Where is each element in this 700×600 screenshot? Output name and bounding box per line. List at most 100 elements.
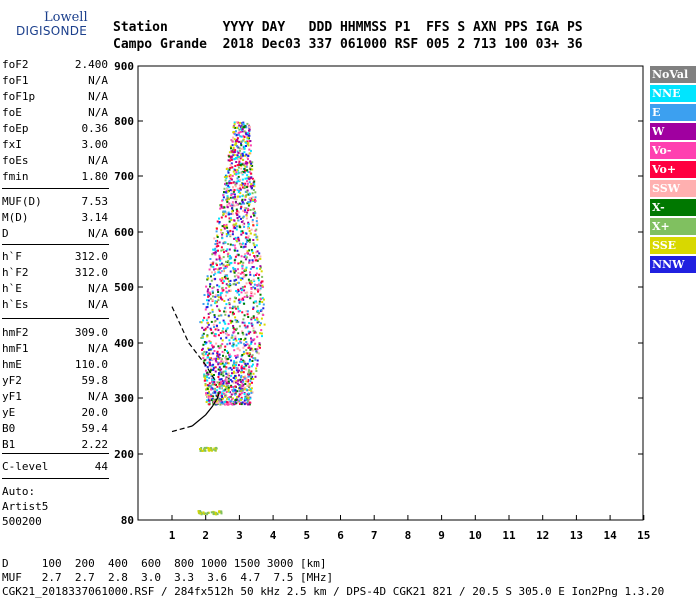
echo-point	[215, 403, 218, 406]
echo-point	[208, 385, 211, 388]
echo-point	[237, 219, 240, 222]
echo-point	[221, 401, 224, 404]
x-tick-label: 15	[637, 529, 650, 542]
echo-point	[240, 203, 243, 206]
echo-point	[240, 364, 243, 367]
echo-point	[229, 233, 232, 236]
echo-point	[250, 183, 253, 186]
echo-point	[208, 391, 210, 394]
echo-point	[212, 363, 215, 366]
echo-point	[245, 368, 248, 371]
echo-point	[247, 330, 250, 333]
echo-point	[225, 377, 228, 380]
echo-point	[225, 233, 228, 235]
echo-point	[225, 328, 228, 331]
echo-point	[226, 265, 229, 268]
echo-point	[218, 254, 221, 257]
echo-point	[215, 249, 218, 252]
echo-point	[249, 397, 252, 400]
echo-point	[211, 364, 214, 367]
echo-point	[237, 253, 240, 256]
echo-point	[214, 277, 217, 280]
echo-point	[227, 184, 230, 187]
echo-point	[218, 391, 221, 393]
echo-point	[228, 339, 231, 342]
echo-point	[226, 200, 229, 203]
param-value: N/A	[88, 74, 108, 87]
echo-point	[253, 255, 256, 257]
low-echo-point	[199, 448, 202, 451]
echo-point	[245, 266, 248, 269]
echo-point	[228, 175, 231, 178]
echo-point	[239, 272, 242, 275]
echo-point	[243, 302, 246, 305]
echo-point	[240, 289, 243, 291]
echo-point	[250, 149, 252, 152]
echo-point	[230, 192, 233, 195]
echo-point	[240, 374, 243, 377]
legend-item-ssw: SSW	[650, 180, 696, 197]
echo-point	[205, 285, 208, 288]
echo-point	[232, 361, 235, 364]
echo-point	[256, 321, 259, 324]
echo-point	[213, 273, 215, 276]
echo-point	[207, 347, 210, 350]
echo-point	[231, 207, 233, 210]
echo-point	[206, 290, 209, 293]
echo-point	[223, 400, 226, 403]
echo-point	[232, 305, 234, 308]
echo-point	[215, 400, 218, 403]
echo-point	[225, 360, 228, 363]
profile-dashed-upper	[171, 306, 217, 382]
echo-point	[232, 227, 235, 230]
echo-point	[245, 352, 248, 355]
echo-point	[259, 287, 262, 290]
echo-point	[250, 316, 253, 319]
echo-point	[229, 235, 232, 238]
echo-point	[246, 352, 249, 355]
echo-point	[203, 328, 206, 331]
echo-point	[252, 212, 255, 215]
echo-point	[201, 334, 204, 337]
echo-point	[237, 320, 240, 323]
echo-point	[206, 371, 209, 374]
echo-point	[249, 193, 252, 196]
echo-point	[241, 201, 244, 204]
echo-point	[234, 319, 237, 322]
echo-point	[241, 230, 244, 233]
echo-point	[206, 366, 209, 369]
echo-point	[255, 272, 258, 275]
echo-point	[247, 155, 250, 157]
echo-point	[232, 311, 234, 314]
echo-point	[227, 280, 230, 283]
echo-point	[245, 232, 248, 235]
param-row-fof1: foF1 N/A	[2, 74, 108, 90]
auto-line3: 500200	[2, 515, 42, 528]
echo-point	[223, 191, 225, 194]
low-echo-point	[199, 512, 202, 515]
param-row-d: D N/A	[2, 227, 108, 243]
echo-point	[246, 182, 249, 185]
echo-point	[238, 369, 240, 372]
echo-point	[248, 148, 251, 151]
echo-point	[210, 304, 213, 307]
echo-point	[236, 157, 239, 160]
echo-point	[253, 185, 256, 188]
echo-point	[222, 327, 225, 330]
echo-point	[224, 191, 227, 194]
echo-point	[218, 347, 221, 350]
echo-point	[260, 308, 263, 311]
echo-point	[234, 316, 237, 319]
legend-item-w: W	[650, 123, 696, 140]
echo-point	[225, 223, 228, 226]
echo-point	[210, 271, 213, 274]
echo-point	[237, 275, 240, 278]
echo-point	[249, 144, 252, 147]
echo-point	[210, 373, 213, 376]
echo-point	[222, 360, 225, 363]
echo-point	[244, 198, 247, 201]
echo-point	[243, 367, 246, 370]
echo-point	[234, 183, 237, 186]
echo-point	[239, 277, 242, 280]
echo-point	[238, 147, 241, 150]
